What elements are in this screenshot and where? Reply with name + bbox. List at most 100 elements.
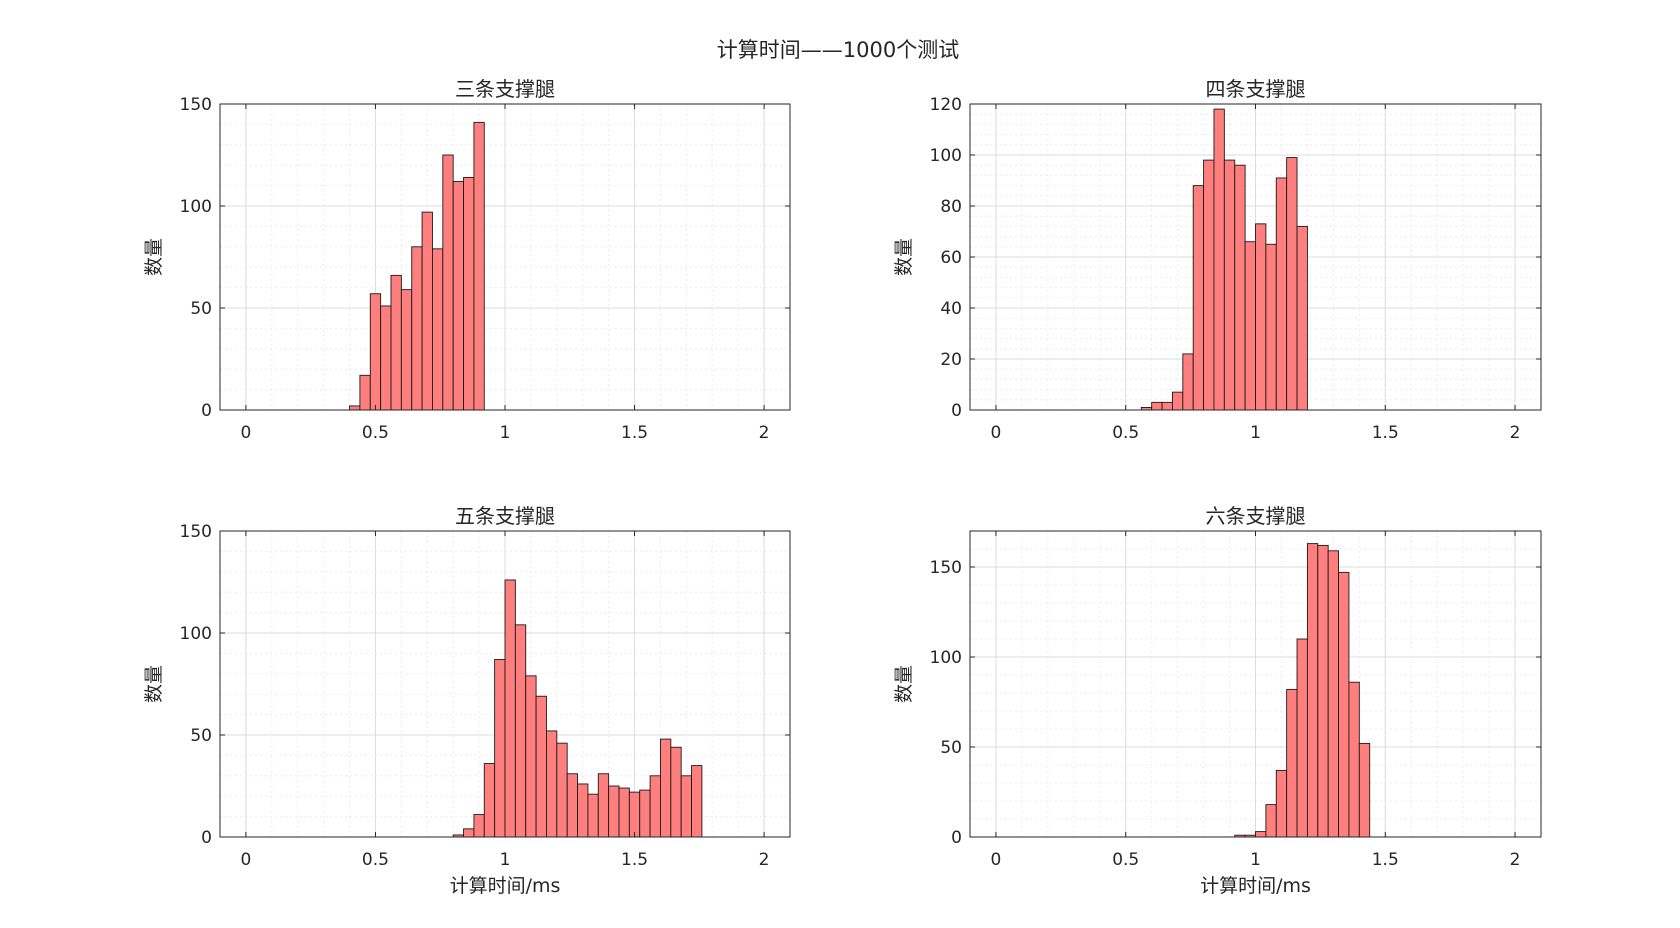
histogram-bar [628,791,641,838]
histogram-bar [1234,164,1246,411]
histogram-bar [359,374,371,411]
histogram-bar [1203,159,1215,411]
histogram-bar [670,746,682,838]
histogram-bar [639,789,651,838]
y-tick-label: 50 [940,738,962,758]
histogram-bar [1171,391,1184,411]
x-tick-label: 0.5 [362,850,389,870]
y-tick-label: 150 [180,95,212,115]
y-tick-label: 150 [180,522,212,542]
histogram-bar [380,305,392,411]
histogram-bar [1275,177,1288,411]
histogram-bar [649,775,661,838]
histogram-bar [597,773,610,838]
y-tick-label: 0 [201,401,212,421]
histogram-bar [1296,638,1308,838]
y-tick-label: 40 [940,299,962,319]
x-tick-label: 0.5 [362,423,389,443]
histogram-bar [473,814,485,838]
histogram-bar [546,730,558,838]
histogram-bar [369,293,382,411]
histogram-bar [1151,401,1163,411]
histogram-bar [463,828,475,838]
histogram-bar [1255,831,1267,838]
x-tick-label: 2 [1510,423,1521,443]
y-tick-label: 50 [190,299,212,319]
histogram-bar [1213,108,1225,411]
histogram-bar [577,783,589,838]
subplot-title-legs-3: 三条支撑腿 [455,77,555,101]
x-tick-label: 0 [240,423,251,443]
histogram-bar [504,579,516,838]
x-tick-label: 0 [991,423,1002,443]
histogram-bar [535,695,547,838]
x-tick-label: 0.5 [1112,850,1139,870]
histogram-bar [1306,543,1319,838]
histogram-bar [514,624,527,838]
histogram-bar [411,246,423,411]
figure-title: 计算时间——1000个测试 [717,38,959,62]
x-tick-label: 2 [1510,850,1521,870]
histogram-bar [463,176,475,411]
x-tick-label: 1.5 [621,423,648,443]
histogram-bar [1275,769,1288,838]
y-tick-label: 50 [190,726,212,746]
histogram-bar [1182,353,1194,411]
histogram-bar [483,763,496,838]
subplot-title-legs-4: 四条支撑腿 [1206,77,1306,101]
histogram-bar [1296,225,1308,411]
y-axis-label-legs-5: 数量 [143,665,165,703]
x-tick-label: 1.5 [1372,423,1399,443]
histogram-bar [1348,681,1360,838]
y-tick-label: 100 [930,146,962,166]
histogram-bar [660,738,672,838]
y-tick-label: 120 [930,95,962,115]
histogram-bar [1244,241,1256,411]
y-tick-label: 0 [951,828,962,848]
y-tick-label: 100 [180,624,212,644]
y-axis-label-legs-4: 数量 [893,238,915,276]
y-tick-label: 60 [940,248,962,268]
x-tick-label: 0 [991,850,1002,870]
histogram-bar [1317,544,1329,838]
histogram-bar [587,793,599,838]
histogram-bar [1358,742,1371,838]
y-tick-label: 20 [940,350,962,370]
histogram-bar [566,773,578,838]
histogram-bar [400,289,413,411]
histogram-bar [618,787,630,838]
histogram-bar [1265,804,1277,838]
histogram-bar [1265,243,1277,411]
histogram-bar [1192,185,1205,411]
subplot-title-legs-5: 五条支撑腿 [455,504,555,528]
y-axis-label-legs-6: 数量 [893,665,915,703]
x-axis-label-legs-6: 计算时间/ms [1200,875,1311,897]
histogram-bar [452,181,464,411]
histogram-bar [494,659,506,838]
histogram-bar [1338,571,1350,838]
x-tick-label: 1.5 [621,850,648,870]
histogram-bar [1286,157,1298,411]
x-tick-label: 2 [759,423,770,443]
histogram-bar [691,765,703,838]
histogram-bar [349,405,361,411]
histogram-bar [556,742,568,838]
x-tick-label: 1 [500,423,511,443]
x-tick-label: 1 [1250,850,1261,870]
x-tick-label: 0 [240,850,251,870]
histogram-bar [442,154,454,411]
histogram-bar [680,775,692,838]
y-tick-label: 100 [930,648,962,668]
histogram-bar [525,675,537,838]
histogram-bar [1327,550,1340,838]
histogram-bar [421,211,433,411]
histogram-bar [473,121,485,411]
x-tick-label: 1 [500,850,511,870]
y-tick-label: 0 [201,828,212,848]
